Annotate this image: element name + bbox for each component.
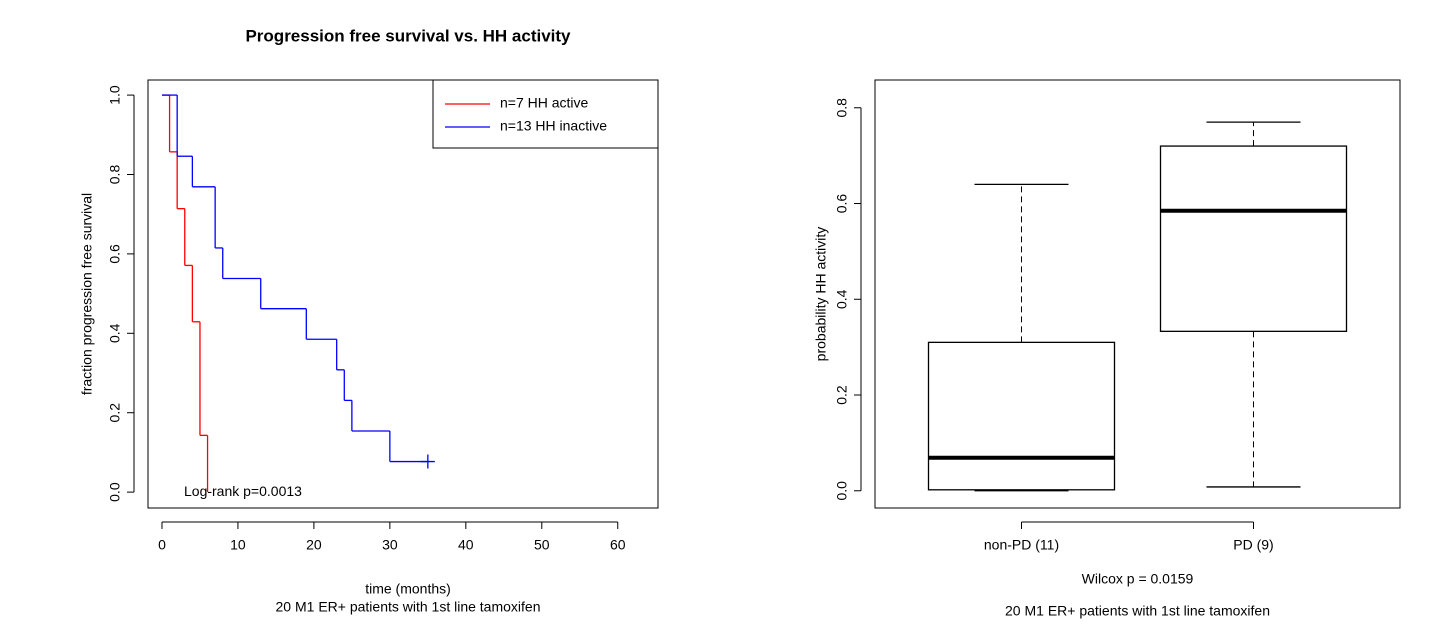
y-axis-label: probability HH activity: [813, 227, 829, 362]
x-axis-label: Wilcox p = 0.0159: [1082, 571, 1194, 587]
annotation: Log-rank p=0.0013: [184, 483, 302, 499]
x-axis-label: time (months): [365, 581, 451, 597]
subtitle: 20 M1 ER+ patients with 1st line tamoxif…: [1005, 603, 1270, 619]
x-tick-label: 0: [158, 537, 166, 553]
y-tick-label: 1.0: [107, 85, 123, 105]
x-tick-label: non-PD (11): [984, 537, 1059, 553]
plot-frame: [147, 79, 659, 509]
y-axis-label: fraction progression free survival: [79, 193, 95, 395]
censor-mark: [420, 454, 435, 469]
legend-label: n=7 HH active: [500, 95, 589, 111]
x-tick-label: 10: [230, 537, 246, 553]
y-tick-label: 0.8: [107, 165, 123, 185]
box: [927, 341, 1116, 491]
y-tick-label: 0.6: [107, 244, 123, 264]
y-tick-label: 0.4: [834, 289, 850, 309]
x-tick-label: 30: [382, 537, 398, 553]
y-tick-label: 0.8: [834, 98, 850, 118]
legend-label: n=13 HH inactive: [500, 118, 607, 134]
subtitle: 20 M1 ER+ patients with 1st line tamoxif…: [276, 599, 541, 615]
y-tick-label: 0.4: [107, 323, 123, 343]
x-tick-label: PD (9): [1233, 537, 1273, 553]
y-tick-label: 0.6: [834, 194, 850, 214]
x-tick-label: 60: [610, 537, 626, 553]
legend-box: [432, 79, 659, 149]
box: [1159, 145, 1348, 332]
plot-frame: [874, 79, 1401, 509]
y-tick-label: 0.2: [834, 385, 850, 405]
x-tick-label: 20: [306, 537, 322, 553]
y-tick-label: 0.2: [107, 403, 123, 423]
x-tick-label: 50: [534, 537, 550, 553]
chart-title: Progression free survival vs. HH activit…: [245, 26, 571, 45]
x-tick-label: 40: [458, 537, 474, 553]
y-tick-label: 0.0: [834, 481, 850, 501]
y-tick-label: 0.0: [107, 482, 123, 502]
